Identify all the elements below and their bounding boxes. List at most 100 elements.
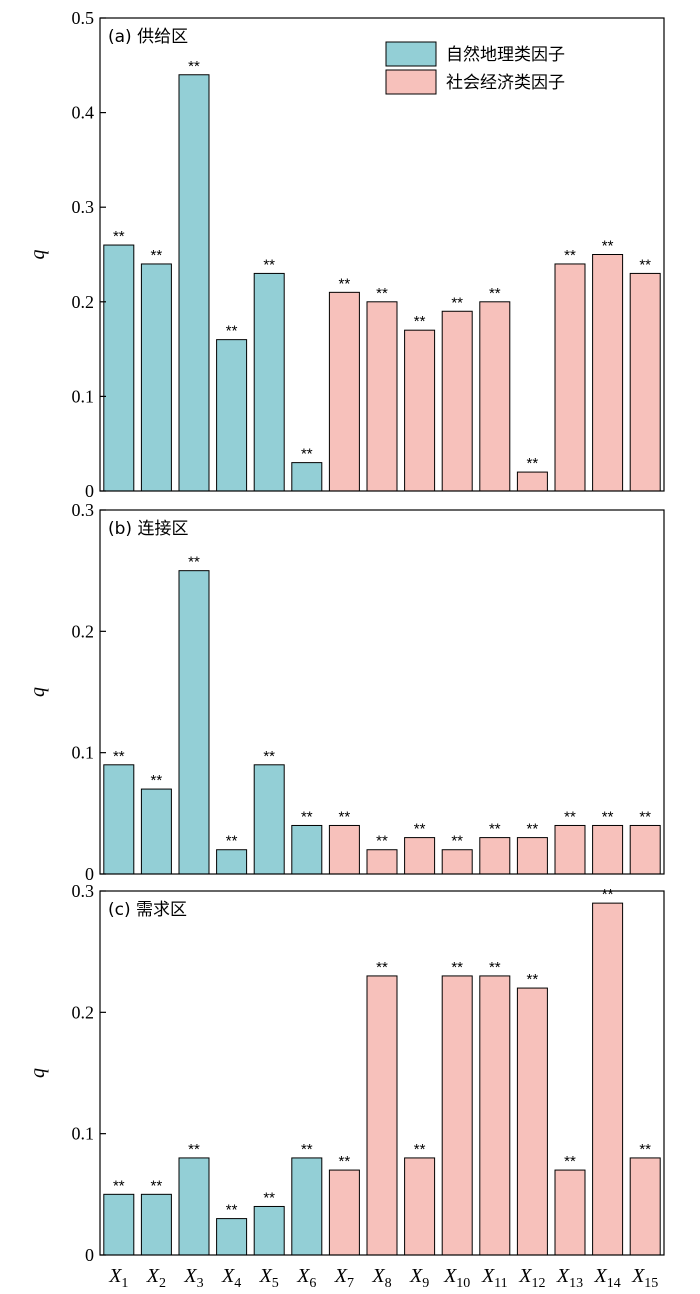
y-axis-label: q [27, 250, 49, 260]
significance-label: ** [602, 886, 614, 903]
panel-b: ** ** ** ** ** ** ** ** ** ** ** ** ** ** ** 0 0.1 0.2 0.3… [27, 500, 665, 884]
x-tick-label: X4 [221, 1265, 241, 1291]
significance-label: ** [564, 808, 576, 825]
y-tick-label: 0 [85, 481, 94, 501]
bar-x4 [216, 1218, 248, 1256]
x-tick-label: X3 [183, 1265, 203, 1291]
bar-x10 [441, 849, 473, 875]
y-tick-label: 0.3 [72, 197, 95, 217]
significance-label: ** [527, 455, 539, 472]
plot-frame [99, 17, 665, 492]
significance-label: ** [639, 808, 651, 825]
x-tick-label: X5 [259, 1265, 279, 1291]
y-tick-label: 0.2 [72, 1002, 95, 1022]
bar-x6 [291, 1157, 323, 1256]
bar-x5 [253, 764, 285, 875]
significance-label: ** [226, 1202, 238, 1219]
significance-label: ** [602, 808, 614, 825]
bar-x1 [103, 1193, 135, 1256]
significance-label: ** [564, 247, 576, 264]
significance-label: ** [376, 959, 388, 976]
x-tick-label: X1 [108, 1265, 128, 1291]
significance-label: ** [339, 275, 351, 292]
y-axis-label: q [27, 1068, 49, 1078]
significance-label: ** [188, 554, 200, 571]
bar-x4 [216, 339, 248, 492]
x-tick-label: X11 [481, 1265, 508, 1291]
significance-label: ** [113, 748, 125, 765]
y-tick-label: 0.4 [72, 103, 95, 123]
bar-x1 [103, 244, 135, 492]
significance-label: ** [639, 1141, 651, 1158]
significance-label: ** [376, 285, 388, 302]
y-tick-label: 0.3 [72, 500, 95, 520]
panel-title: (a) 供给区 [108, 27, 188, 47]
significance-label: ** [226, 833, 238, 850]
bar-x12 [516, 471, 548, 492]
significance-label: ** [263, 1189, 275, 1206]
bar-x6 [291, 462, 323, 492]
significance-label: ** [414, 821, 426, 838]
bar-x2 [140, 263, 172, 492]
bar-x11 [479, 975, 511, 1256]
y-tick-label: 0 [85, 864, 94, 884]
y-tick-label: 0 [85, 1245, 94, 1265]
y-axis-label: q [27, 687, 49, 697]
bar-x3 [178, 570, 210, 875]
bar-x14 [592, 254, 624, 492]
bar-x5 [253, 272, 285, 492]
significance-label: ** [564, 1153, 576, 1170]
legend-label-natural: 自然地理类因子 [446, 45, 565, 65]
significance-label: ** [301, 446, 313, 463]
bar-x12 [516, 987, 548, 1256]
significance-label: ** [414, 313, 426, 330]
y-tick-label: 0.1 [72, 743, 95, 763]
x-tick-label: X15 [631, 1265, 658, 1291]
significance-label: ** [301, 1141, 313, 1158]
significance-label: ** [151, 1177, 163, 1194]
significance-label: ** [151, 772, 163, 789]
significance-label: ** [414, 1141, 426, 1158]
x-tick-label: X8 [371, 1265, 391, 1291]
significance-label: ** [451, 833, 463, 850]
bar-x10 [441, 975, 473, 1256]
significance-label: ** [339, 808, 351, 825]
bar-x11 [479, 301, 511, 492]
legend-swatch-social [385, 69, 437, 95]
x-tick-label: X10 [443, 1265, 470, 1291]
significance-label: ** [489, 285, 501, 302]
significance-label: ** [376, 833, 388, 850]
bar-x8 [366, 301, 398, 492]
bar-x9 [404, 1157, 436, 1256]
bar-x8 [366, 975, 398, 1256]
significance-label: ** [226, 323, 238, 340]
significance-label: ** [301, 808, 313, 825]
legend-label-social: 社会经济类因子 [446, 73, 565, 93]
significance-label: ** [602, 238, 614, 255]
bar-x6 [291, 824, 323, 875]
y-tick-label: 0.1 [72, 386, 95, 406]
significance-label: ** [527, 971, 539, 988]
bar-x9 [404, 329, 436, 492]
significance-label: ** [639, 256, 651, 273]
significance-label: ** [188, 58, 200, 75]
x-tick-label: X14 [593, 1265, 620, 1291]
bar-x13 [554, 263, 586, 492]
bar-x7 [328, 824, 360, 875]
x-tick-label: X9 [409, 1265, 429, 1291]
bar-x11 [479, 837, 511, 875]
y-tick-label: 0.3 [72, 881, 95, 901]
bar-x13 [554, 824, 586, 875]
bar-x5 [253, 1205, 285, 1256]
plot-frame [99, 509, 665, 875]
y-tick-label: 0.2 [72, 292, 95, 312]
bar-x15 [629, 824, 661, 875]
significance-label: ** [451, 294, 463, 311]
bar-x12 [516, 837, 548, 875]
significance-label: ** [263, 748, 275, 765]
plot-frame [99, 890, 665, 1256]
significance-label: ** [113, 1177, 125, 1194]
y-tick-label: 0.5 [72, 8, 95, 28]
panel-title: (b) 连接区 [108, 519, 188, 539]
